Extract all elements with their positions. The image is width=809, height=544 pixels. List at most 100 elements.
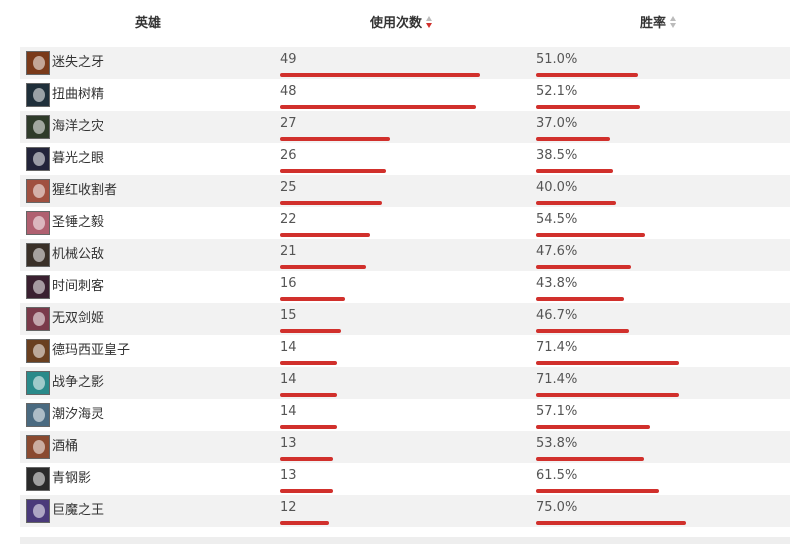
table-row: 迷失之牙 49 51.0% xyxy=(20,47,790,79)
hero-portrait-icon xyxy=(33,472,45,486)
win-rate: 46.7% xyxy=(536,308,578,323)
hero-name[interactable]: 巨魔之王 xyxy=(52,503,105,518)
hero-portrait-icon xyxy=(33,120,45,134)
hero-portrait-icon xyxy=(33,216,45,230)
hero-name[interactable]: 青钢影 xyxy=(52,471,92,486)
win-rate-bar xyxy=(536,233,645,237)
pick-count-bar xyxy=(280,457,333,461)
win-rate-bar xyxy=(536,521,686,525)
column-header-hero-label: 英雄 xyxy=(135,16,162,31)
win-rate: 43.8% xyxy=(536,276,578,291)
hero-name[interactable]: 扭曲树精 xyxy=(52,87,105,102)
table-row: 猩红收割者 25 40.0% xyxy=(20,175,790,207)
pick-count-bar xyxy=(280,105,476,109)
pick-count-bar xyxy=(280,201,382,205)
hero-name[interactable]: 圣锤之毅 xyxy=(52,215,105,230)
table-footer-divider xyxy=(20,537,790,544)
column-header-picks[interactable]: 使用次数 xyxy=(370,14,434,34)
hero-avatar[interactable] xyxy=(26,435,50,459)
hero-avatar[interactable] xyxy=(26,115,50,139)
hero-portrait-icon xyxy=(33,184,45,198)
hero-avatar[interactable] xyxy=(26,403,50,427)
win-rate-bar xyxy=(536,265,631,269)
hero-name[interactable]: 潮汐海灵 xyxy=(52,407,105,422)
pick-count: 13 xyxy=(280,436,297,451)
hero-name[interactable]: 时间刺客 xyxy=(52,279,105,294)
pick-count: 48 xyxy=(280,84,297,99)
hero-avatar[interactable] xyxy=(26,211,50,235)
hero-avatar[interactable] xyxy=(26,243,50,267)
hero-portrait-icon xyxy=(33,408,45,422)
hero-portrait-icon xyxy=(33,504,45,518)
pick-count-bar xyxy=(280,233,370,237)
win-rate-bar xyxy=(536,457,644,461)
pick-count: 14 xyxy=(280,372,297,387)
hero-avatar[interactable] xyxy=(26,499,50,523)
pick-count: 16 xyxy=(280,276,297,291)
table-row: 圣锤之毅 22 54.5% xyxy=(20,207,790,239)
hero-name[interactable]: 迷失之牙 xyxy=(52,55,105,70)
pick-count: 12 xyxy=(280,500,297,515)
win-rate: 40.0% xyxy=(536,180,578,195)
win-rate: 53.8% xyxy=(536,436,578,451)
pick-count: 25 xyxy=(280,180,297,195)
win-rate: 52.1% xyxy=(536,84,578,99)
column-header-winrate[interactable]: 胜率 xyxy=(640,14,678,34)
pick-count: 27 xyxy=(280,116,297,131)
hero-name[interactable]: 暮光之眼 xyxy=(52,151,105,166)
hero-avatar[interactable] xyxy=(26,339,50,363)
win-rate: 47.6% xyxy=(536,244,578,259)
hero-avatar[interactable] xyxy=(26,307,50,331)
win-rate: 54.5% xyxy=(536,212,578,227)
win-rate-bar xyxy=(536,201,616,205)
win-rate-bar xyxy=(536,105,640,109)
pick-count: 14 xyxy=(280,404,297,419)
column-header-picks-label[interactable]: 使用次数 xyxy=(370,16,423,31)
win-rate: 38.5% xyxy=(536,148,578,163)
win-rate: 71.4% xyxy=(536,372,578,387)
win-rate: 75.0% xyxy=(536,500,578,515)
pick-count-bar xyxy=(280,489,333,493)
win-rate: 71.4% xyxy=(536,340,578,355)
pick-count: 49 xyxy=(280,52,297,67)
hero-name[interactable]: 德玛西亚皇子 xyxy=(52,343,131,358)
hero-portrait-icon xyxy=(33,152,45,166)
sort-icon[interactable] xyxy=(670,15,678,29)
hero-portrait-icon xyxy=(33,248,45,262)
hero-name[interactable]: 机械公敌 xyxy=(52,247,105,262)
hero-name[interactable]: 战争之影 xyxy=(52,375,105,390)
pick-count-bar xyxy=(280,521,329,525)
sort-desc-icon[interactable] xyxy=(426,15,434,29)
hero-stats-table: 迷失之牙 49 51.0% 扭曲树精 48 52.1% 海洋之灾 27 37.0% 暮光之眼 26 3… xyxy=(20,47,790,527)
win-rate: 57.1% xyxy=(536,404,578,419)
hero-name[interactable]: 海洋之灾 xyxy=(52,119,105,134)
table-header: 英雄 使用次数 胜率 xyxy=(20,0,790,46)
table-row: 海洋之灾 27 37.0% xyxy=(20,111,790,143)
hero-name[interactable]: 猩红收割者 xyxy=(52,183,118,198)
win-rate: 37.0% xyxy=(536,116,578,131)
table-row: 巨魔之王 12 75.0% xyxy=(20,495,790,527)
hero-portrait-icon xyxy=(33,56,45,70)
pick-count-bar xyxy=(280,73,480,77)
hero-avatar[interactable] xyxy=(26,371,50,395)
hero-avatar[interactable] xyxy=(26,179,50,203)
win-rate-bar xyxy=(536,169,613,173)
hero-name[interactable]: 无双剑姬 xyxy=(52,311,105,326)
win-rate-bar xyxy=(536,297,624,301)
hero-portrait-icon xyxy=(33,344,45,358)
hero-avatar[interactable] xyxy=(26,467,50,491)
pick-count: 15 xyxy=(280,308,297,323)
win-rate-bar xyxy=(536,393,679,397)
pick-count: 13 xyxy=(280,468,297,483)
hero-name[interactable]: 酒桶 xyxy=(52,439,79,454)
hero-portrait-icon xyxy=(33,312,45,326)
hero-avatar[interactable] xyxy=(26,275,50,299)
hero-avatar[interactable] xyxy=(26,147,50,171)
pick-count: 22 xyxy=(280,212,297,227)
column-header-winrate-label[interactable]: 胜率 xyxy=(640,16,667,31)
win-rate-bar xyxy=(536,73,638,77)
hero-avatar[interactable] xyxy=(26,51,50,75)
win-rate: 61.5% xyxy=(536,468,578,483)
hero-avatar[interactable] xyxy=(26,83,50,107)
table-row: 青钢影 13 61.5% xyxy=(20,463,790,495)
